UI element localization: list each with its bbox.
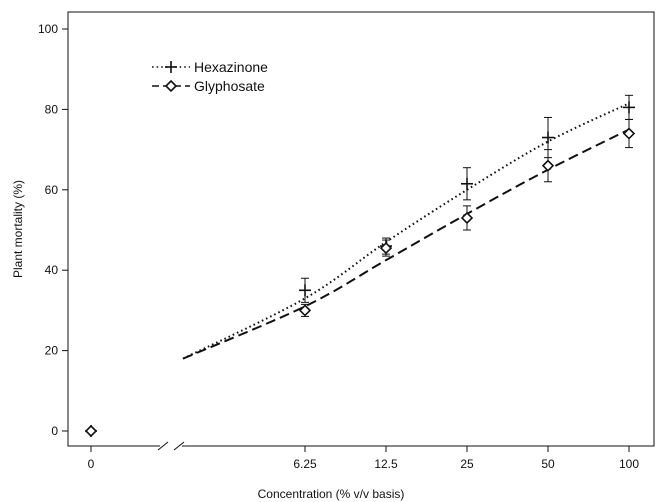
fit-curve-hexazinone [182,102,630,360]
axis-break-slash [157,441,169,451]
hexazinone-point [299,277,311,303]
glyphosate-marker [622,127,636,140]
hexazinone-marker [542,131,554,144]
glyphosate-point [460,205,474,231]
x-tick-label: 25 [460,457,474,471]
hexazinone-marker [299,284,311,297]
plot-frame [67,11,655,447]
glyphosate-point [379,239,393,257]
glyphosate-marker [298,304,312,317]
x-tick-label: 50 [541,457,555,471]
y-axis-title: Plant mortality (%) [11,180,25,278]
y-axis: 0 20 40 60 80 100 [38,22,68,438]
glyphosate-marker [460,211,474,225]
legend-label-glyphosate: Glyphosate [194,78,265,94]
x-axis-title: Concentration (% v/v basis) [258,487,405,501]
x-tick-label: 100 [619,457,639,471]
glyphosate-point [84,424,98,438]
axis-break-gap [160,443,182,449]
plot-border [67,11,655,447]
y-tick-label: 20 [45,344,59,358]
x-tick-label: 0 [88,457,95,471]
legend-label-hexazinone: Hexazinone [194,59,268,75]
hexazinone-point [461,167,473,201]
x-tick-label: 6.25 [293,457,317,471]
legend-item-glyphosate: Glyphosate [152,78,265,94]
hexazinone-point [623,94,635,120]
y-tick-label: 60 [45,183,59,197]
glyphosate-point [541,149,555,183]
glyphosate-marker [379,241,393,255]
data-marks [84,94,636,438]
legend-marker-hexazinone [165,61,177,73]
legend-marker-glyphosate [164,79,178,93]
fit-curve-glyphosate [182,128,630,360]
glyphosate-marker [84,424,98,438]
y-tick-label: 100 [38,22,58,36]
axis-break-slash [173,441,185,451]
glyphosate-marker [541,159,555,172]
glyphosate-point [298,303,312,317]
x-tick-label: 12.5 [374,457,398,471]
legend-item-hexazinone: Hexazinone [152,59,268,75]
y-tick-label: 80 [45,102,59,116]
axis-break [157,441,185,451]
hexazinone-marker [623,101,635,114]
hexazinone-marker [461,177,473,190]
y-tick-label: 0 [51,424,58,438]
x-axis: 0 6.25 12.5 25 50 100 [88,441,639,471]
glyphosate-point [622,118,636,149]
fit-curves [182,102,630,360]
y-tick-label: 40 [45,263,59,277]
legend: Hexazinone Glyphosate [152,59,268,94]
